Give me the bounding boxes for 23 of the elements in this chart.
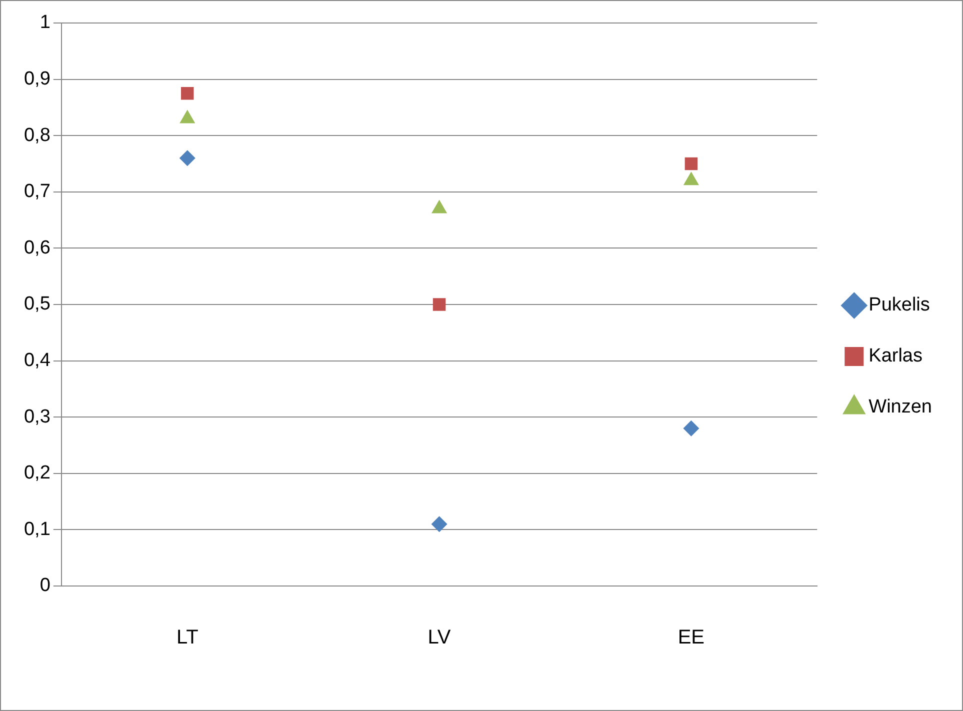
y-tick-label: 0,2 [24, 462, 50, 484]
point [181, 87, 194, 100]
x-tick-label: EE [678, 626, 705, 649]
point [684, 157, 698, 170]
y-tick-label: 0,9 [24, 68, 50, 90]
y-tick-label: 0,6 [24, 237, 50, 258]
legend-label: Winzen [868, 396, 932, 418]
y-tick-label: 1 [40, 12, 50, 34]
y-tick-label: 0,4 [24, 350, 51, 372]
y-tick-label: 0,1 [24, 518, 50, 540]
legend-label: Pukelis [868, 294, 930, 316]
y-tick-label: 0,8 [24, 124, 50, 146]
point [683, 420, 700, 436]
y-tick-label: 0,3 [24, 406, 50, 428]
x-tick-label: LT [176, 626, 198, 649]
x-tick-label: LV [428, 626, 452, 649]
point [432, 298, 446, 311]
point [179, 150, 196, 166]
legend-label: Karlas [868, 346, 923, 367]
point [431, 516, 448, 532]
y-tick-label: 0 [40, 575, 50, 596]
y-tick-label: 0,7 [24, 181, 50, 202]
y-tick-label: 0,5 [24, 294, 50, 315]
